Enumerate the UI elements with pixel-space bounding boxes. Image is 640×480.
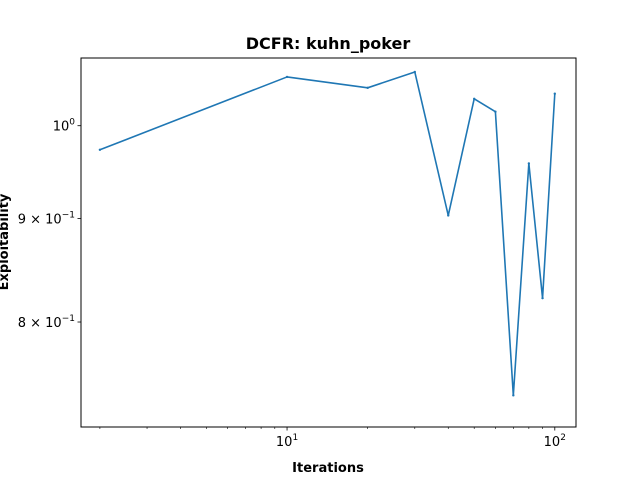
y-tick-label: 8 × 10−1 — [18, 314, 75, 331]
data-point — [494, 110, 497, 113]
chart-title: DCFR: kuhn_poker — [246, 34, 411, 53]
data-point — [285, 75, 289, 79]
data-point — [472, 97, 476, 101]
data-point — [553, 92, 556, 95]
x-axis: 101 102 — [99, 427, 566, 450]
y-axis-title: Exploitability — [0, 193, 12, 290]
x-axis-title: Iterations — [292, 461, 364, 476]
data-point — [413, 70, 416, 74]
plot-area — [80, 57, 577, 428]
series-layer — [98, 70, 556, 397]
y-axis: 100 9 × 10−1 8 × 10−1 — [18, 118, 81, 331]
data-point — [527, 162, 531, 165]
data-point — [447, 214, 450, 217]
data-point — [366, 86, 369, 90]
y-tick-label: 9 × 10−1 — [18, 210, 75, 227]
data-point — [98, 148, 102, 151]
y-tick-label: 100 — [53, 118, 76, 135]
data-point — [512, 394, 515, 397]
x-tick-label: 102 — [544, 433, 566, 450]
data-point — [541, 296, 544, 300]
x-tick-label: 101 — [276, 433, 298, 450]
